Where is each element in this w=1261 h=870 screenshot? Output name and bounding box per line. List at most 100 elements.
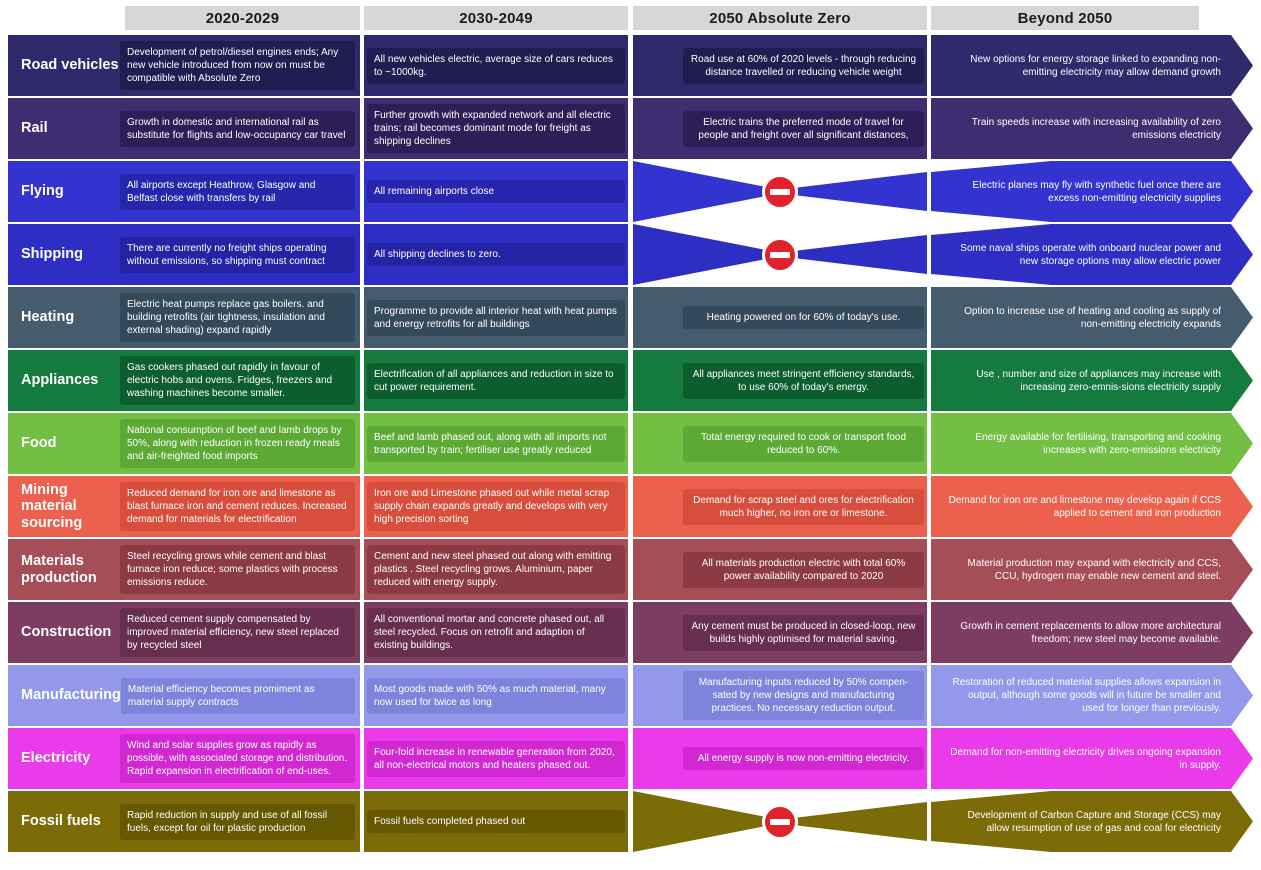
column-gap	[360, 6, 364, 30]
column-gap	[360, 350, 364, 411]
row-segment-2030-2049: Further growth with expanded network and…	[364, 98, 628, 159]
sector-row: Materials production Steel recycling grow…	[8, 539, 1261, 600]
cell-2020-2029: Gas cookers phased out rapidly in favour…	[120, 356, 355, 405]
column-gap	[628, 350, 633, 411]
cell-beyond-2050: New options for energy storage linked to…	[970, 53, 1221, 78]
column-header-label: 2050 Absolute Zero	[633, 6, 927, 30]
row-segment-2050: All energy supply is now non-emitting el…	[633, 728, 927, 789]
sector-row: Flying All airports except Heathrow, Glas…	[8, 161, 1261, 222]
column-header-label: Beyond 2050	[931, 6, 1199, 30]
cell-2030-2049: Most goods made with 50% as much materia…	[367, 677, 625, 714]
row-segment-2030-2049: All new vehicles electric, average size …	[364, 35, 628, 96]
cell-2050: Demand for scrap steel and ores for elec…	[683, 488, 924, 525]
cell-2030-2049: Further growth with expanded network and…	[367, 104, 625, 153]
sector-row: Rail Growth in domestic and international…	[8, 98, 1261, 159]
column-gap	[927, 665, 931, 726]
cell-2020-2029: National consumption of beef and lamb dr…	[120, 419, 355, 468]
cell-2020-2029: Growth in domestic and international rai…	[120, 110, 355, 147]
row-segment-2050: Total energy required to cook or transpo…	[633, 413, 927, 474]
row-segment-2050	[633, 791, 927, 852]
cell-2030-2049: Beef and lamb phased out, along with all…	[367, 425, 625, 462]
sector-row: Food National consumption of beef and lam…	[8, 413, 1261, 474]
row-segment-2020-2029: Appliances Gas cookers phased out rapidly…	[8, 350, 360, 411]
cell-2020-2029: Material efficiency becomes promiment as…	[120, 677, 355, 714]
timeline-rows: Road vehicles Development of petrol/diese…	[8, 35, 1261, 852]
sector-label: Construction	[21, 624, 112, 641]
cell-2050: All appliances meet stringent efficiency…	[683, 362, 924, 399]
sector-row: Shipping There are currently no freight s…	[8, 224, 1261, 285]
column-gap	[360, 791, 364, 852]
row-segment-2050: All materials production electric with t…	[633, 539, 927, 600]
column-gap	[927, 791, 931, 852]
sector-label: Materials production	[21, 553, 97, 586]
row-segment-2030-2049: Cement and new steel phased out along wi…	[364, 539, 628, 600]
row-segment-beyond-2050: Demand for non-emitting electricity driv…	[931, 728, 1253, 789]
cell-beyond-2050: Demand for iron ore and limestone may de…	[948, 494, 1221, 519]
row-segment-beyond-2050: New options for energy storage linked to…	[931, 35, 1253, 96]
sector-label: Flying	[21, 183, 64, 200]
row-segment-2020-2029: Fossil fuels Rapid reduction in supply an…	[8, 791, 360, 852]
column-gap	[927, 287, 931, 348]
row-segment-beyond-2050: Electric planes may fly with synthetic f…	[931, 161, 1253, 222]
column-gap	[628, 791, 633, 852]
column-gap	[360, 728, 364, 789]
row-segment-2020-2029: Shipping There are currently no freight s…	[8, 224, 360, 285]
row-segment-2020-2029: Construction Reduced cement supply compen…	[8, 602, 360, 663]
column-gap	[360, 665, 364, 726]
cell-beyond-2050: Material production may expand with elec…	[967, 557, 1221, 582]
column-gap	[360, 602, 364, 663]
column-gap	[927, 476, 931, 537]
column-gap	[628, 98, 633, 159]
column-gap	[628, 539, 633, 600]
sector-row: Fossil fuels Rapid reduction in supply an…	[8, 791, 1261, 852]
column-gap	[628, 161, 633, 222]
column-gap	[360, 287, 364, 348]
cell-2030-2049: Programme to provide all interior heat w…	[367, 299, 625, 336]
sector-label: Manufacturing	[21, 687, 121, 704]
column-gap	[927, 539, 931, 600]
no-entry-icon	[762, 803, 798, 840]
sector-label: Heating	[21, 309, 75, 326]
column-gap	[927, 413, 931, 474]
sector-label: Rail	[21, 120, 48, 137]
cell-beyond-2050: Use , number and size of appliances may …	[976, 368, 1221, 393]
column-gap	[927, 602, 931, 663]
timeline-header: 2020-2029 2030-2049 2050 Absolute Zero B…	[8, 6, 1261, 30]
cell-2030-2049: All remaining airports close	[367, 180, 625, 203]
row-segment-2050: Heating powered on for 60% of today's us…	[633, 287, 927, 348]
cell-2020-2029: Development of petrol/diesel engines end…	[120, 41, 355, 90]
sector-label: Appliances	[21, 372, 99, 389]
row-segment-2050: Demand for scrap steel and ores for elec…	[633, 476, 927, 537]
row-segment-2030-2049: Programme to provide all interior heat w…	[364, 287, 628, 348]
row-segment-beyond-2050: Restoration of reduced material supplies…	[931, 665, 1253, 726]
cell-2030-2049: Electrification of all appliances and re…	[367, 362, 625, 399]
column-gap	[927, 98, 931, 159]
cell-beyond-2050: Some naval ships operate with onboard nu…	[960, 242, 1221, 267]
cell-beyond-2050: Energy available for fertilising, transp…	[975, 431, 1221, 456]
row-segment-2020-2029: Heating Electric heat pumps replace gas b…	[8, 287, 360, 348]
column-gap	[360, 98, 364, 159]
cell-2020-2029: Steel recycling grows while cement and b…	[120, 545, 355, 594]
row-segment-beyond-2050: Energy available for fertilising, transp…	[931, 413, 1253, 474]
column-gap	[628, 728, 633, 789]
column-gap	[360, 413, 364, 474]
row-segment-2020-2029: Flying All airports except Heathrow, Glas…	[8, 161, 360, 222]
row-segment-2050: Electric trains the preferred mode of tr…	[633, 98, 927, 159]
cell-2050: All energy supply is now non-emitting el…	[683, 747, 924, 770]
cell-2030-2049: All new vehicles electric, average size …	[367, 47, 625, 84]
sector-row: Heating Electric heat pumps replace gas b…	[8, 287, 1261, 348]
column-gap	[927, 224, 931, 285]
cell-2020-2029: There are currently no freight ships ope…	[120, 236, 355, 273]
sector-label: Shipping	[21, 246, 84, 263]
column-header-label: 2030-2049	[364, 6, 628, 30]
row-segment-beyond-2050: Use , number and size of appliances may …	[931, 350, 1253, 411]
column-gap	[360, 476, 364, 537]
row-segment-2050	[633, 161, 927, 222]
cell-beyond-2050: Electric planes may fly with synthetic f…	[972, 179, 1221, 204]
cell-2030-2049: Iron ore and Limestone phased out while …	[367, 482, 625, 531]
row-segment-2020-2029: Road vehicles Development of petrol/diese…	[8, 35, 360, 96]
row-segment-2050: All appliances meet stringent efficiency…	[633, 350, 927, 411]
cell-2020-2029: Reduced demand for iron ore and limeston…	[120, 482, 355, 531]
row-segment-beyond-2050: Material production may expand with elec…	[931, 539, 1253, 600]
header-col-2050-absolute-zero: 2050 Absolute Zero	[633, 6, 927, 30]
